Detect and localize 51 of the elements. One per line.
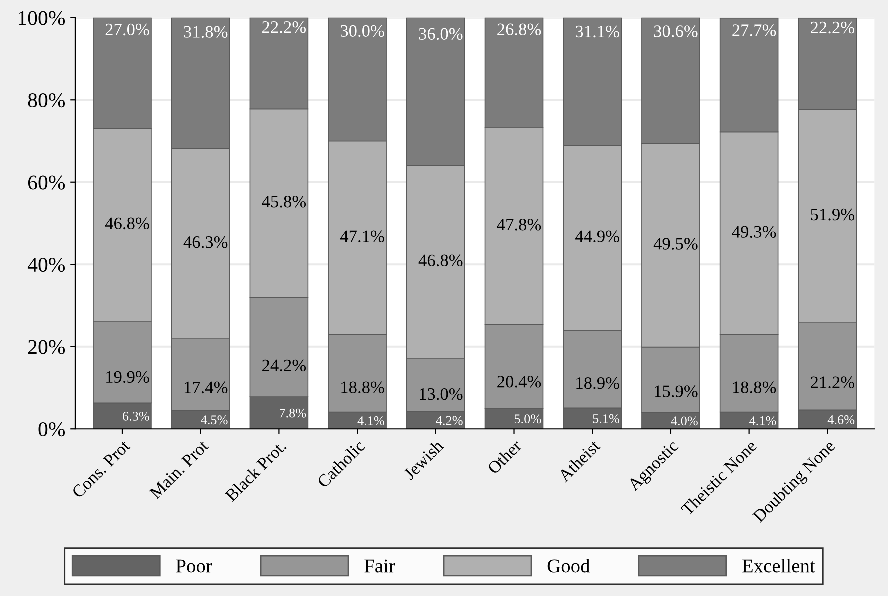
data-label: 26.8% (498, 24, 542, 36)
data-label: 15.9% (655, 386, 698, 398)
legend-label: Poor (176, 560, 212, 573)
data-label: 49.3% (732, 226, 776, 238)
data-label: 19.9% (106, 371, 150, 384)
data-label: 4.1% (358, 416, 385, 426)
data-label: 18.8% (733, 382, 776, 394)
data-label: 17.4% (184, 382, 228, 394)
data-label: 4.2% (436, 416, 463, 426)
data-label: 27.7% (732, 24, 776, 36)
y-tick-label: 60% (28, 176, 66, 190)
data-label: 30.0% (340, 25, 384, 38)
legend-label: Excellent (742, 559, 816, 573)
data-label: 20.4% (498, 376, 542, 388)
data-label: 46.3% (184, 236, 228, 248)
y-tick-label: 20% (28, 340, 66, 354)
y-tick-label: 40% (28, 258, 66, 272)
data-label: 5.0% (514, 414, 542, 424)
legend-label: Good (548, 559, 590, 573)
data-label: 13.0% (420, 388, 463, 400)
x-tick-label: Cons. Prot (72, 439, 132, 499)
data-label: 18.9% (576, 377, 620, 390)
data-label: 49.5% (654, 238, 698, 250)
data-label: 46.8% (105, 218, 150, 230)
data-label: 4.0% (671, 416, 698, 426)
data-label: 27.0% (106, 24, 150, 36)
data-label: 24.2% (262, 360, 306, 372)
data-label: 5.1% (593, 414, 620, 424)
legend-label: Fair (364, 560, 396, 573)
y-tick-label: 80% (28, 94, 66, 108)
data-label: 6.3% (123, 412, 150, 421)
data-label: 18.8% (342, 382, 384, 394)
data-label: 31.8% (184, 26, 228, 38)
data-label: 47.8% (497, 219, 542, 231)
data-label: 4.5% (201, 416, 228, 425)
data-label: 46.8% (418, 254, 463, 267)
data-label: 45.8% (262, 196, 306, 208)
data-label: 31.1% (576, 26, 620, 38)
data-label: 4.6% (828, 415, 855, 424)
data-label: 21.2% (811, 376, 854, 388)
data-label: 47.1% (340, 230, 384, 243)
y-tick-label: 0% (38, 422, 66, 437)
data-label: 30.6% (654, 26, 698, 38)
data-label: 4.1% (750, 416, 776, 426)
data-label: 22.2% (811, 22, 854, 34)
data-label: 36.0% (419, 28, 463, 40)
data-label: 44.9% (576, 230, 620, 243)
data-label: 22.2% (262, 21, 306, 34)
data-label: 7.8% (280, 408, 306, 418)
data-label: 51.9% (811, 208, 854, 221)
y-tick-label: 100% (18, 11, 66, 26)
